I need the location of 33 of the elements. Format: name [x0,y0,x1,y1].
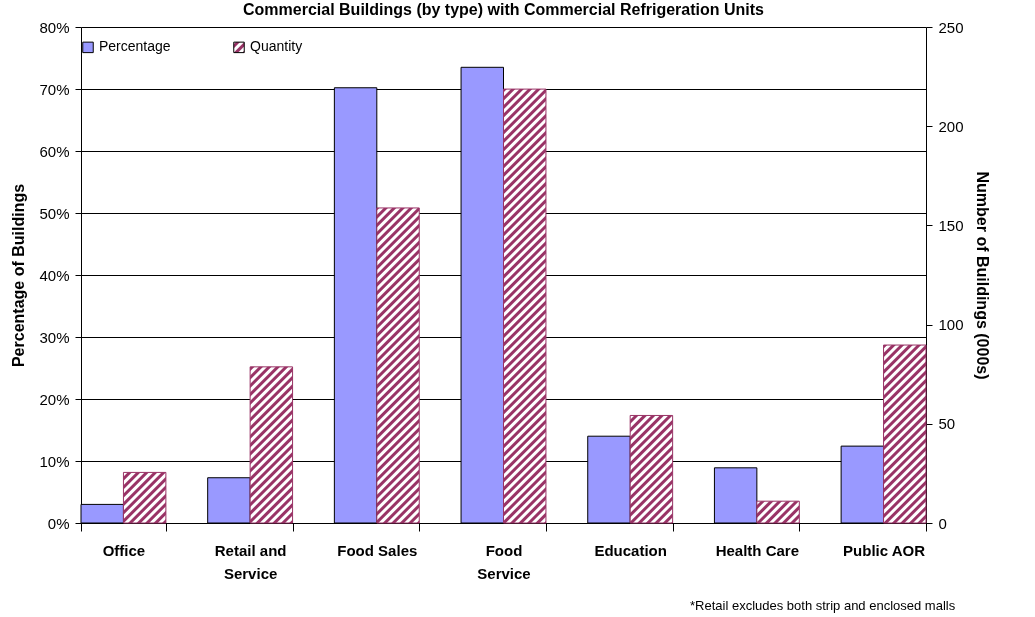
legend-label: Percentage [99,38,171,55]
y-tick-label: 80% [39,18,70,36]
y-tick-label: 60% [39,142,70,160]
y2-tick-label: 0 [938,514,947,532]
bar [883,344,927,524]
x-tick-label: Retail and Service [214,541,287,582]
y2-tick-label: 200 [938,117,964,135]
text: *Retail excludes both strip and enclosed malls [690,598,956,613]
y2-tick-label: 100 [938,316,964,334]
x-tick-label: Food Sales [337,541,418,559]
y2-tick-label: 250 [938,18,964,36]
x-tick-label: Office [102,541,146,559]
x-tick-label: Health Care [715,541,800,559]
x-tick-label: Public AOR [843,541,926,559]
y-tick-label: 70% [39,80,70,98]
x-tick-label: Education [594,541,667,559]
legend-label: Quantity [250,38,303,55]
bar [207,477,251,524]
y-tick-label: 20% [39,390,70,408]
y-tick-label: 10% [39,452,70,470]
y-axis-title: Percentage of Buildings [10,183,28,368]
y2-axis-title: Number of Buildings (000s) [973,171,991,380]
bar [713,467,758,524]
x-tick-label: Food Service [477,541,531,582]
bar [249,366,294,524]
bar [122,471,167,524]
y2-tick-label: 50 [938,415,956,433]
chart-title: Commercial Buildings (by type) with Commercial Refrigeration Units [243,1,765,18]
y-tick-label: 50% [39,204,70,222]
y2-tick-label: 150 [938,216,964,234]
y-tick-label: 0% [47,514,70,532]
y-tick-label: 40% [39,266,70,284]
y-tick-label: 30% [39,328,70,346]
